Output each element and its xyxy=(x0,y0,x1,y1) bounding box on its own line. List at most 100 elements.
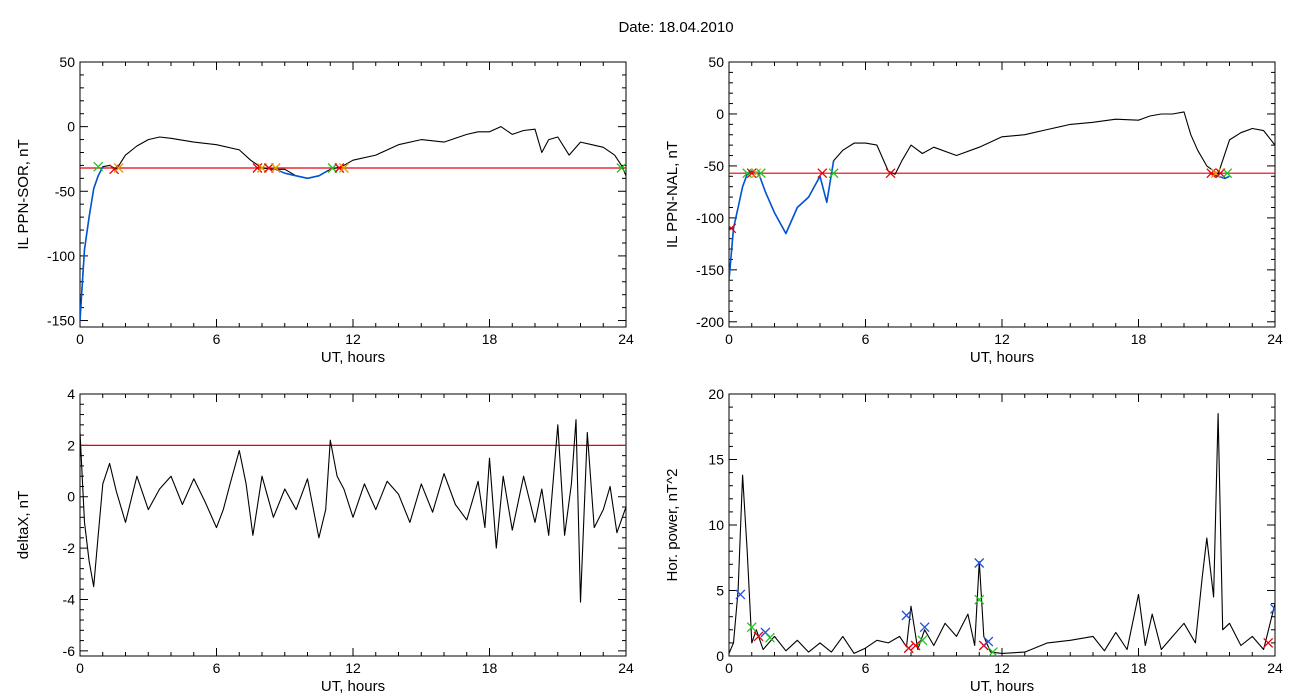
x-tick-label: 0 xyxy=(76,660,84,676)
x-tick-label: 12 xyxy=(345,660,361,676)
cross-marker xyxy=(113,163,124,173)
y-tick-label: 0 xyxy=(67,489,75,505)
highlight-segment-line xyxy=(80,166,104,321)
cross-marker xyxy=(746,168,757,179)
cross-marker-stroke xyxy=(828,168,839,179)
cross-marker-stroke xyxy=(746,622,757,633)
cross-marker xyxy=(917,635,928,646)
x-tick-label: 18 xyxy=(1131,660,1147,676)
cross-marker-stroke xyxy=(901,610,912,621)
y-tick-label: 50 xyxy=(59,54,75,70)
y-tick-label: 0 xyxy=(716,106,724,122)
x-tick-label: 0 xyxy=(76,331,84,347)
y-tick-label: -50 xyxy=(704,158,724,174)
y-tick-label: -150 xyxy=(696,262,724,278)
cross-marker-stroke xyxy=(885,168,896,179)
cross-marker xyxy=(1210,168,1221,179)
x-tick-label: 6 xyxy=(862,331,870,347)
cross-marker xyxy=(755,168,766,179)
x-tick-label: 24 xyxy=(618,331,634,347)
cross-marker xyxy=(885,168,896,179)
cross-marker xyxy=(817,168,828,179)
cross-marker xyxy=(742,168,753,179)
cross-marker-stroke xyxy=(1270,603,1275,610)
x-tick-label: 12 xyxy=(994,331,1010,347)
y-axis-label: IL PPN-SOR, nT xyxy=(15,139,32,249)
x-tick-label: 0 xyxy=(725,331,733,347)
cross-marker xyxy=(919,622,930,633)
cross-marker xyxy=(901,610,912,621)
cross-marker xyxy=(910,640,921,651)
cross-marker xyxy=(903,643,914,654)
plot-frame xyxy=(79,61,627,328)
y-tick-label: 50 xyxy=(708,54,724,70)
signal-line xyxy=(729,111,1275,281)
cross-marker xyxy=(1222,168,1233,179)
highlight-segment-line xyxy=(275,168,329,180)
cross-marker xyxy=(983,636,994,647)
cross-marker-stroke xyxy=(338,163,349,173)
y-tick-label: 4 xyxy=(67,386,75,402)
cross-marker-stroke xyxy=(729,223,737,232)
cross-marker xyxy=(616,163,626,173)
cross-marker-stroke xyxy=(910,640,921,651)
plot-frame xyxy=(728,393,1276,657)
cross-marker xyxy=(753,631,764,642)
y-tick-label: -150 xyxy=(47,313,75,329)
cross-marker-stroke xyxy=(983,636,994,647)
cross-marker-stroke xyxy=(735,589,746,600)
x-tick-label: 6 xyxy=(213,331,221,347)
signal-line xyxy=(80,419,626,603)
cross-marker-stroke xyxy=(1222,168,1233,179)
plot-frame xyxy=(79,393,627,657)
x-tick-label: 12 xyxy=(994,660,1010,676)
x-tick-label: 24 xyxy=(1267,660,1283,676)
cross-marker xyxy=(828,168,839,179)
cross-marker-stroke xyxy=(974,558,985,568)
cross-marker-stroke xyxy=(742,168,753,179)
cross-marker-stroke xyxy=(753,631,764,642)
cross-marker xyxy=(338,163,349,173)
y-axis-label: deltaX, nT xyxy=(15,491,32,559)
x-tick-label: 6 xyxy=(213,660,221,676)
cross-marker-stroke xyxy=(270,163,281,173)
y-tick-label: 15 xyxy=(708,452,724,468)
cross-marker-stroke xyxy=(919,622,930,633)
y-tick-label: -4 xyxy=(63,591,76,607)
cross-marker xyxy=(746,622,757,633)
x-tick-label: 6 xyxy=(862,660,870,676)
y-axis-label: IL PPN-NAL, nT xyxy=(664,141,681,248)
plot-area xyxy=(729,111,1275,281)
page-title: Date: 18.04.2010 xyxy=(618,19,734,36)
cross-marker-stroke xyxy=(93,161,104,172)
cross-marker xyxy=(334,163,345,173)
y-tick-label: -200 xyxy=(696,314,724,330)
y-axis-label: Hor. power, nT^2 xyxy=(664,469,681,582)
highlight-segment-line xyxy=(729,160,835,281)
signal-line xyxy=(80,126,626,321)
cross-marker-stroke xyxy=(746,168,757,179)
cross-marker-stroke xyxy=(751,168,762,179)
y-tick-label: -100 xyxy=(47,248,75,264)
cross-marker-stroke xyxy=(252,163,263,173)
cross-marker xyxy=(735,589,746,600)
cross-marker-stroke xyxy=(1263,637,1274,648)
cross-marker-stroke xyxy=(616,163,626,173)
x-tick-label: 18 xyxy=(482,331,498,347)
x-axis-label: UT, hours xyxy=(970,349,1034,366)
cross-marker xyxy=(974,558,985,568)
cross-marker xyxy=(987,647,998,656)
cross-marker-stroke xyxy=(1206,168,1217,179)
plot-area xyxy=(80,419,626,603)
cross-marker-stroke xyxy=(974,594,985,605)
x-tick-label: 18 xyxy=(482,660,498,676)
y-tick-label: 5 xyxy=(716,583,724,599)
x-tick-label: 12 xyxy=(345,331,361,347)
y-tick-label: -2 xyxy=(63,540,76,556)
y-tick-label: 10 xyxy=(708,517,724,533)
x-tick-label: 18 xyxy=(1131,331,1147,347)
x-tick-label: 0 xyxy=(725,660,733,676)
x-tick-label: 24 xyxy=(1267,331,1283,347)
plot-area xyxy=(729,413,1275,656)
